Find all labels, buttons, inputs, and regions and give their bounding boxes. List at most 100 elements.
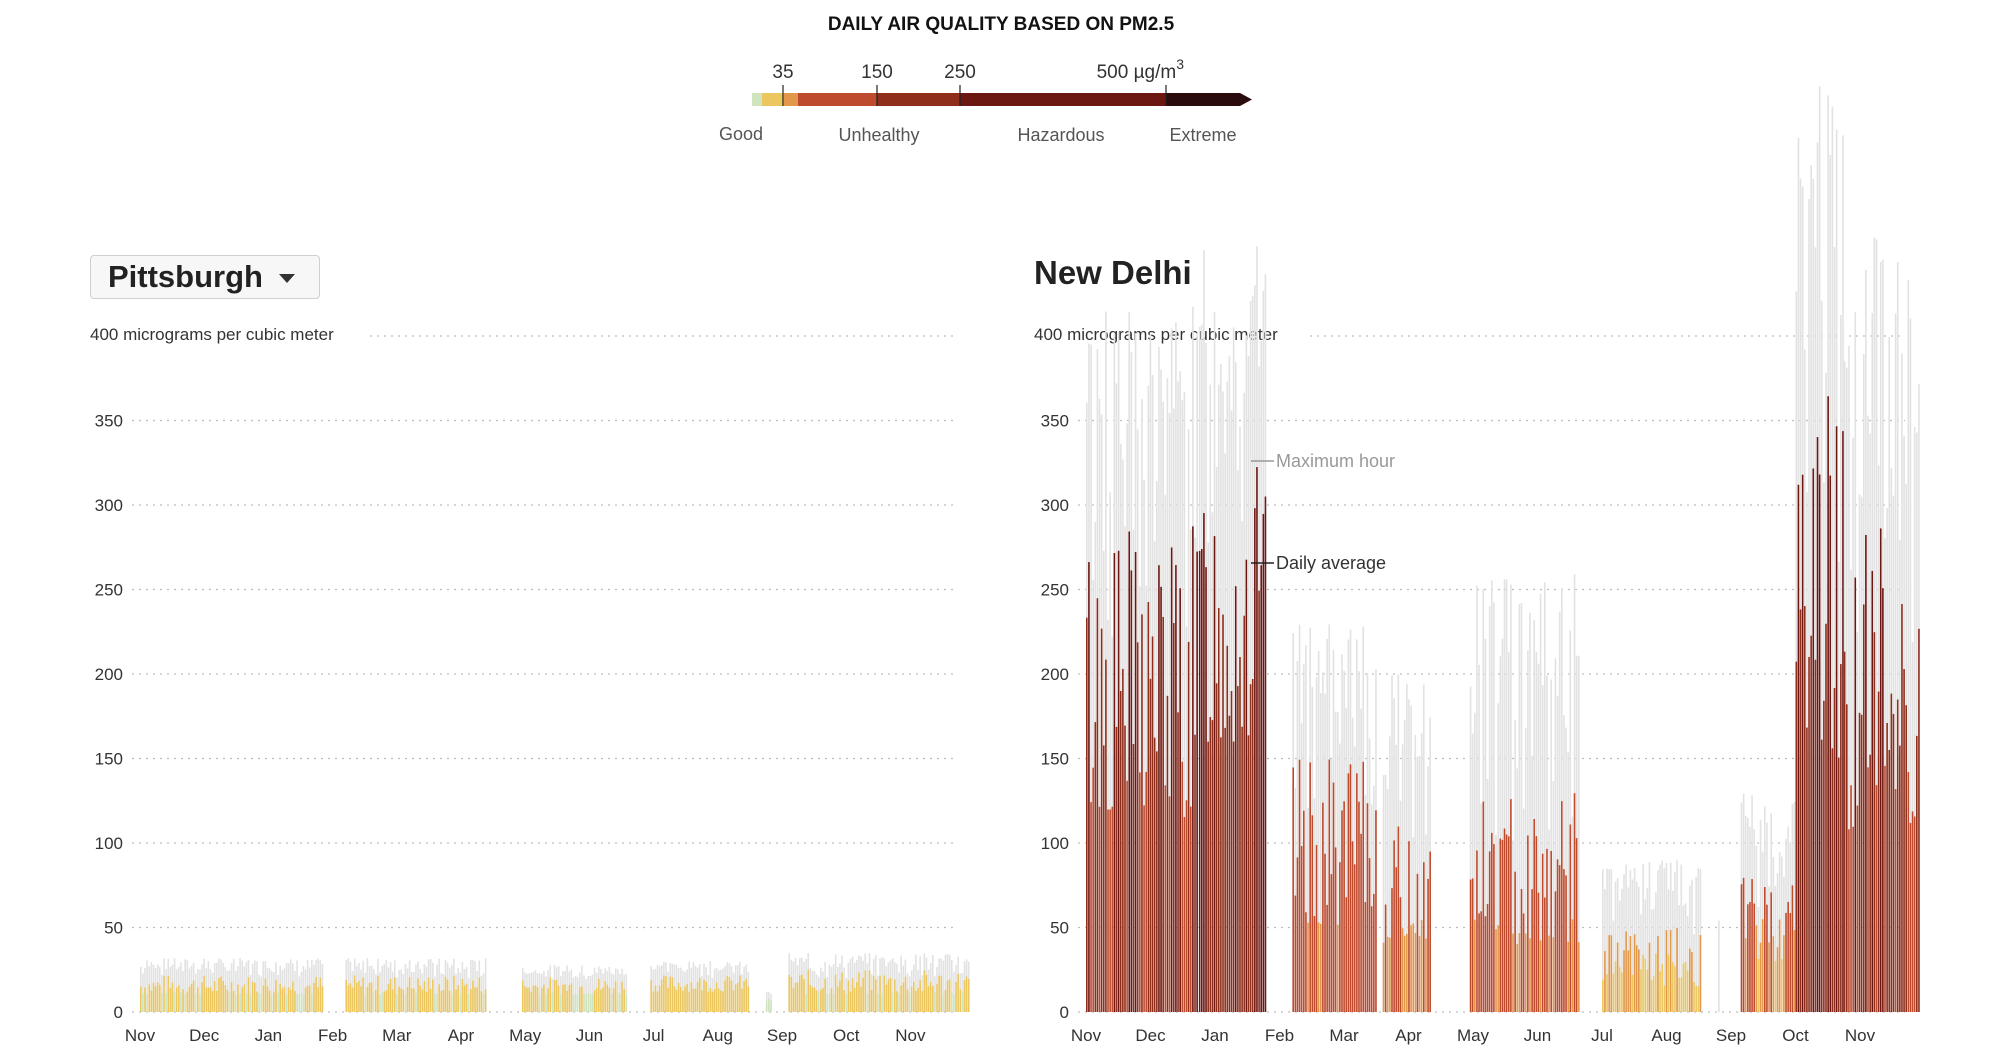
- pittsburgh-avg-bar-141: [459, 993, 462, 1012]
- new-delhi-avg-bar-216: [1635, 945, 1638, 1012]
- new-delhi-max-bar-190: [1558, 611, 1561, 1012]
- pittsburgh-avg-bar-132: [440, 990, 443, 1012]
- pittsburgh-avg-bar-226: [696, 981, 699, 1012]
- pittsburgh-avg-bar-17: [175, 987, 178, 1012]
- new-delhi-max-bar-212: [1627, 887, 1630, 1012]
- pittsburgh-x-tick-mar-4: Mar: [382, 1026, 412, 1045]
- new-delhi-max-bar-154: [1482, 589, 1485, 1012]
- new-delhi-avg-bar-28: [1145, 771, 1148, 1012]
- city-select-dropdown[interactable]: Pittsburgh: [90, 255, 320, 299]
- pittsburgh-avg-bar-269: [820, 989, 822, 1012]
- new-delhi-avg-bar-74: [1243, 615, 1246, 1012]
- new-delhi-max-bar-96: [1315, 677, 1318, 1012]
- new-delhi-avg-bar-280: [1808, 656, 1810, 1012]
- legend-cat-extreme: Extreme: [1169, 125, 1236, 145]
- pittsburgh-x-ticks: Nov Dec Jan Feb Mar Apr May Jun Jul Aug Sep Oct Nov: [125, 1026, 926, 1045]
- pittsburgh-avg-bar-106: [385, 990, 388, 1012]
- pittsburgh-y-tick-100: 100: [95, 834, 123, 853]
- pittsburgh-max-bar-340: [970, 957, 972, 1012]
- new-delhi-max-bar-322: [1896, 261, 1899, 1012]
- pittsburgh-max-bar-332: [953, 971, 955, 1012]
- pittsburgh-max-bar-74: [296, 960, 298, 1012]
- pittsburgh-x-tick-feb-3: Feb: [318, 1026, 347, 1045]
- new-delhi-avg-bar-105: [1334, 847, 1337, 1012]
- pittsburgh-avg-bar-255: [790, 976, 793, 1012]
- new-delhi-avg-bar-267: [1780, 959, 1783, 1012]
- new-delhi-avg-bar-288: [1825, 623, 1827, 1012]
- new-delhi-avg-bar-38: [1166, 695, 1169, 1012]
- pittsburgh-avg-bar-23: [188, 986, 191, 1012]
- pittsburgh-avg-bar-182: [581, 986, 583, 1012]
- new-delhi-x-tick-feb-3: Feb: [1265, 1026, 1294, 1045]
- pittsburgh-avg-bar-100: [372, 992, 375, 1012]
- pittsburgh-avg-bar-276: [834, 974, 837, 1012]
- new-delhi-max-bar-250: [1744, 815, 1747, 1012]
- legend-band-usg: [784, 93, 798, 106]
- new-delhi-avg-bar-327: [1907, 772, 1910, 1012]
- new-delhi-max-bar-106: [1336, 712, 1339, 1012]
- new-delhi-avg-bar-307: [1865, 534, 1867, 1012]
- new-delhi-avg-bar-49: [1189, 806, 1192, 1012]
- new-delhi-avg-bar-90: [1303, 810, 1305, 1012]
- pittsburgh-avg-bar-205: [652, 991, 655, 1012]
- pittsburgh-avg-bar-262: [805, 994, 807, 1012]
- new-delhi-avg-bar-157: [1488, 851, 1491, 1012]
- pittsburgh-avg-bar-117: [408, 977, 411, 1012]
- new-delhi-avg-bar-109: [1343, 801, 1345, 1012]
- pittsburgh-avg-bar-292: [868, 970, 871, 1012]
- new-delhi-max-bar-311: [1873, 237, 1876, 1012]
- new-delhi-avg-bar-190: [1558, 865, 1561, 1012]
- new-delhi-avg-bar-141: [1416, 873, 1419, 1012]
- pittsburgh-avg-bar-61: [268, 990, 271, 1012]
- pittsburgh-avg-bar-109: [391, 989, 394, 1012]
- new-delhi-avg-bar-67: [1228, 715, 1231, 1012]
- new-delhi-max-bar-27: [1143, 479, 1145, 1012]
- pittsburgh-avg-bar-53: [251, 981, 254, 1012]
- new-delhi-avg-bar-290: [1829, 475, 1832, 1012]
- new-delhi-avg-bar-154: [1482, 801, 1485, 1012]
- pittsburgh-avg-bar-267: [815, 990, 818, 1012]
- pittsburgh-avg-bar-163: [541, 987, 543, 1012]
- new-delhi-avg-bar-89: [1300, 846, 1303, 1012]
- pittsburgh-avg-bar-84: [317, 987, 319, 1012]
- new-delhi-avg-bar-230: [1665, 930, 1668, 1012]
- pittsburgh-avg-bar-95: [362, 977, 364, 1012]
- new-delhi-max-bar-177: [1531, 755, 1533, 1012]
- pittsburgh-avg-bar-129: [434, 994, 436, 1012]
- city-select-label: Pittsburgh: [108, 259, 263, 294]
- new-delhi-max-bar-195: [1569, 630, 1572, 1012]
- pittsburgh-avg-bar-230: [705, 981, 707, 1012]
- new-delhi-avg-bar-55: [1203, 513, 1205, 1012]
- pittsburgh-max-bar-22: [186, 960, 189, 1012]
- pittsburgh-avg-bar-247: [741, 988, 743, 1012]
- new-delhi-max-bar-333: [1920, 316, 1922, 1012]
- new-delhi-avg-bar-215: [1633, 934, 1636, 1012]
- pittsburgh-avg-bar-99: [370, 982, 373, 1012]
- new-delhi-avg-bar-276: [1799, 609, 1802, 1012]
- new-delhi-max-bar-14: [1115, 383, 1118, 1012]
- new-delhi-avg-bar-246: [1699, 935, 1702, 1012]
- pittsburgh-max-bar-148: [474, 961, 476, 1012]
- new-delhi-max-bar-78: [1251, 295, 1254, 1012]
- new-delhi-max-bar-189: [1556, 695, 1559, 1012]
- new-delhi-avg-bar-306: [1862, 604, 1865, 1012]
- new-delhi-avg-bar-238: [1682, 963, 1685, 1012]
- pittsburgh-avg-bar-59: [264, 978, 267, 1012]
- new-delhi-avg-bar-77: [1249, 684, 1252, 1012]
- new-delhi-max-bar-273: [1793, 801, 1796, 1012]
- new-delhi-avg-bar-173: [1522, 913, 1525, 1012]
- new-delhi-avg-bar-305: [1860, 714, 1863, 1012]
- pittsburgh-avg-bar-116: [406, 987, 409, 1012]
- pittsburgh-avg-bar-209: [660, 979, 663, 1012]
- new-delhi-avg-bar-160: [1495, 929, 1497, 1012]
- pittsburgh-avg-bar-250: [747, 986, 750, 1012]
- new-delhi-avg-bar-165: [1505, 834, 1508, 1012]
- pittsburgh-avg-bar-67: [281, 988, 284, 1012]
- pittsburgh-avg-bar-8: [156, 982, 159, 1012]
- pittsburgh-max-bar-55: [256, 961, 258, 1012]
- new-delhi-max-bar-91: [1305, 645, 1307, 1012]
- pittsburgh-avg-bar-193: [604, 981, 606, 1012]
- new-delhi-avg-bar-115: [1356, 773, 1358, 1012]
- new-delhi-avg-bar-50: [1192, 526, 1194, 1012]
- pittsburgh-avg-bar-234: [713, 988, 716, 1012]
